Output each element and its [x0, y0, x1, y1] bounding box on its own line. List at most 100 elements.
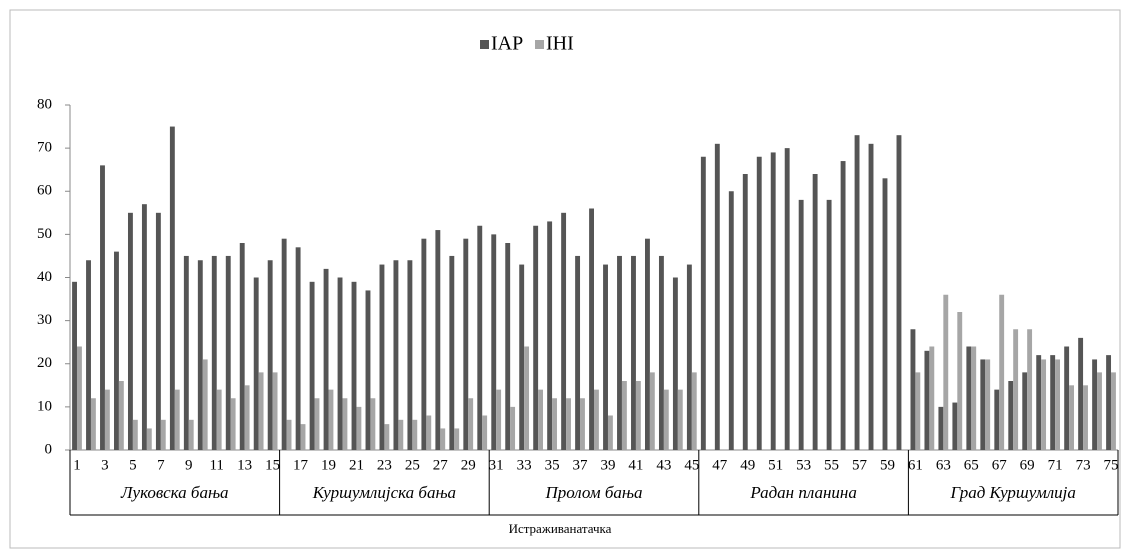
group-label: Радан планина	[749, 483, 857, 502]
bar	[351, 281, 357, 450]
bar	[854, 135, 860, 450]
bar	[225, 255, 231, 450]
bar	[328, 389, 334, 450]
y-tick-label: 10	[37, 398, 52, 414]
x-tick-label: 61	[908, 457, 923, 473]
bar	[896, 135, 902, 450]
x-tick-label: 49	[740, 457, 755, 473]
bar	[146, 428, 152, 450]
bar	[631, 255, 636, 450]
x-tick-label: 39	[600, 457, 615, 473]
bar	[216, 389, 222, 450]
bar	[281, 238, 287, 450]
bar	[174, 389, 180, 450]
y-tick-label: 60	[37, 183, 52, 199]
x-tick-label: 23	[377, 457, 392, 473]
x-tick-label: 29	[461, 457, 476, 473]
bar	[482, 415, 488, 450]
bar	[1064, 346, 1070, 450]
x-tick-label: 19	[321, 457, 336, 473]
bar	[440, 428, 446, 450]
bar	[356, 406, 362, 450]
bar	[267, 260, 273, 450]
bar	[337, 277, 343, 450]
bar	[756, 156, 762, 450]
x-tick-label: 63	[936, 457, 951, 473]
bar	[407, 260, 413, 450]
bar	[300, 424, 306, 450]
bar	[1111, 372, 1116, 450]
x-tick-label: 45	[684, 457, 699, 473]
bar	[924, 350, 930, 450]
bar	[1055, 359, 1061, 450]
y-tick-label: 40	[37, 269, 52, 285]
bar	[86, 260, 91, 450]
bar	[728, 191, 734, 450]
bar	[384, 424, 390, 450]
bar	[155, 212, 161, 450]
bar	[826, 199, 832, 450]
bar	[533, 225, 539, 450]
bar	[538, 389, 543, 450]
bar	[524, 346, 530, 450]
legend-swatch	[480, 40, 489, 49]
legend-swatch	[535, 40, 544, 49]
bar	[76, 346, 82, 450]
bar	[510, 406, 516, 450]
x-tick-label: 5	[129, 457, 137, 473]
bar	[426, 415, 432, 450]
bar	[160, 419, 166, 450]
bar	[183, 255, 189, 450]
bar	[547, 221, 553, 450]
bar	[868, 143, 874, 450]
bar	[812, 174, 818, 450]
y-tick-label: 20	[37, 355, 52, 371]
bar	[398, 419, 404, 450]
bar	[1106, 355, 1112, 450]
group-label: Куршумлијска бања	[312, 483, 456, 502]
bar	[505, 243, 511, 450]
x-tick-label: 35	[545, 457, 560, 473]
x-axis-title: Истраживанатачка	[509, 521, 612, 536]
bar	[985, 359, 991, 450]
chart-frame	[9, 9, 1121, 549]
group-label: Луковска бања	[120, 483, 229, 502]
bar	[645, 238, 650, 450]
bar	[114, 251, 119, 450]
bar	[393, 260, 399, 450]
bar	[244, 385, 250, 450]
y-tick-label: 0	[45, 441, 53, 457]
x-tick-label: 59	[880, 457, 895, 473]
x-tick-label: 15	[265, 457, 280, 473]
bar	[658, 255, 664, 450]
bar	[589, 208, 594, 450]
bar	[621, 381, 627, 450]
group-label: Град Куршумлија	[950, 483, 1076, 502]
legend-label: IAP	[491, 33, 523, 55]
bar	[132, 419, 138, 450]
bar	[90, 398, 96, 450]
bar	[1097, 372, 1102, 450]
bar	[910, 329, 916, 450]
x-tick-label: 47	[712, 457, 728, 473]
bar	[379, 264, 385, 450]
x-tick-label: 3	[101, 457, 109, 473]
bar	[365, 290, 371, 450]
bar	[966, 346, 972, 450]
bar	[770, 152, 776, 450]
x-tick-label: 41	[628, 457, 643, 473]
x-tick-label: 53	[796, 457, 811, 473]
bar	[253, 277, 259, 450]
bar	[1069, 385, 1074, 450]
bar	[127, 212, 133, 450]
bar	[1078, 337, 1084, 450]
bar	[915, 372, 921, 450]
bar	[519, 264, 525, 450]
x-tick-label: 43	[656, 457, 671, 473]
bar	[561, 212, 567, 450]
bar	[1027, 329, 1033, 450]
bar	[1041, 359, 1047, 450]
y-tick-label: 70	[37, 140, 52, 156]
x-tick-label: 31	[489, 457, 504, 473]
